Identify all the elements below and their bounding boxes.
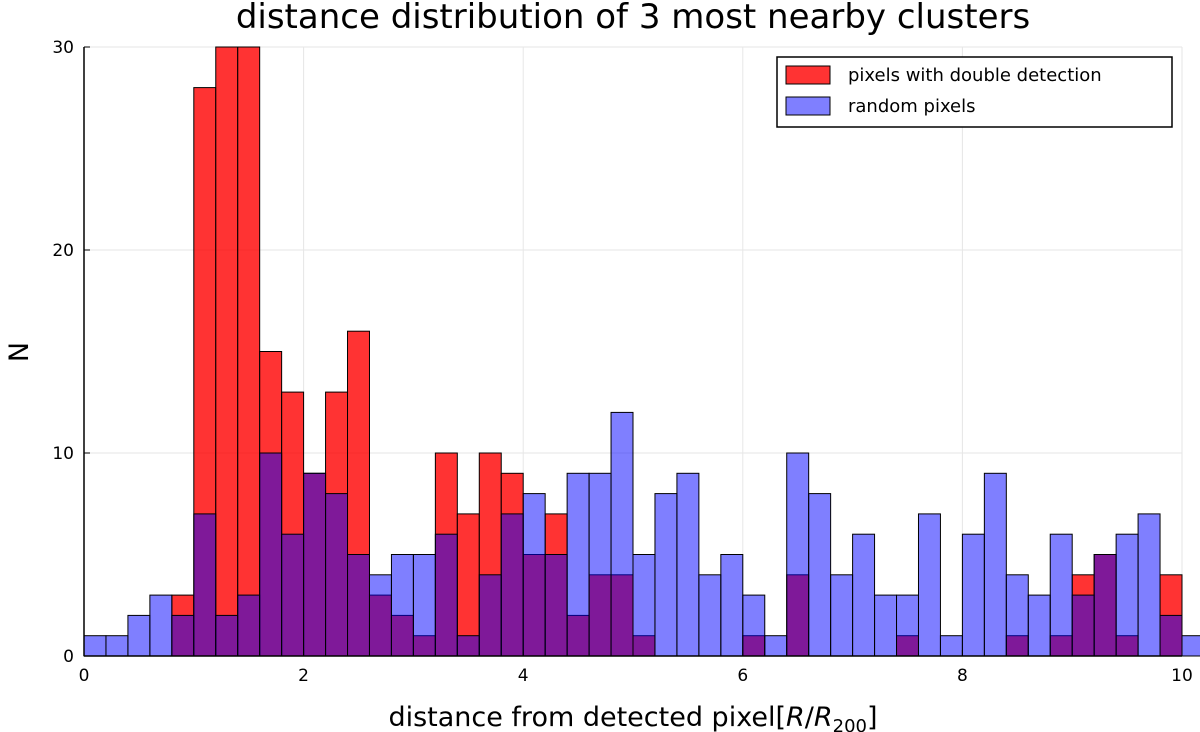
- legend-swatch-double-detection: [785, 65, 831, 85]
- bar-double-detection: [215, 46, 239, 657]
- x-axis-label-r200: R: [814, 702, 833, 732]
- bar-random: [171, 614, 195, 657]
- x-axis-label-bracket-close: ]: [867, 702, 878, 732]
- bar-random: [1093, 554, 1117, 657]
- bar-random: [127, 614, 151, 657]
- bar-random: [259, 452, 283, 657]
- bar-random: [368, 574, 392, 657]
- bar-random: [478, 574, 502, 657]
- chart-title: distance distribution of 3 most nearby c…: [236, 0, 1030, 37]
- tick-marks: [83, 46, 1183, 657]
- x-tick-label: 10: [1171, 666, 1193, 686]
- bar-random: [347, 554, 370, 657]
- bar-random: [1049, 533, 1073, 657]
- y-tick-label: 20: [52, 241, 74, 261]
- x-axis-label-r: R: [786, 702, 805, 732]
- bar-double-detection: [237, 46, 261, 657]
- bar-random: [720, 554, 744, 657]
- bar-random: [939, 635, 963, 657]
- bar-random: [896, 594, 919, 657]
- bar-random: [412, 554, 436, 657]
- x-tick-label: 0: [79, 666, 90, 686]
- bar-random: [610, 411, 634, 657]
- legend-label-random: random pixels: [848, 96, 976, 117]
- bar-random: [1115, 533, 1139, 657]
- bar-random: [105, 635, 129, 657]
- bar-random: [786, 452, 810, 657]
- y-tick-label: 30: [52, 38, 74, 58]
- bar-random: [500, 513, 524, 657]
- bar-random: [434, 533, 458, 657]
- bar-random: [983, 472, 1007, 657]
- bar-random: [325, 493, 349, 657]
- bar-random: [742, 594, 766, 657]
- x-axis-label-slash: /: [805, 702, 815, 732]
- legend-swatch-random: [785, 96, 831, 116]
- y-tick-label: 0: [63, 647, 74, 667]
- bar-random: [522, 493, 546, 657]
- bar-random: [1071, 594, 1095, 657]
- x-axis-label-subscript: 200: [833, 716, 867, 732]
- y-axis-label: N: [4, 342, 35, 362]
- bar-random: [1159, 614, 1183, 657]
- x-tick-label: 8: [957, 666, 968, 686]
- bar-random: [1181, 635, 1200, 657]
- bar-random: [1137, 513, 1161, 657]
- bar-random: [917, 513, 941, 657]
- bar-random: [808, 493, 832, 657]
- bar-random: [830, 574, 854, 657]
- bar-random: [566, 472, 590, 657]
- bar-random: [193, 513, 217, 657]
- bar-random: [764, 635, 788, 657]
- bar-random: [281, 533, 305, 657]
- bar-random: [852, 533, 876, 657]
- bar-random: [1027, 594, 1051, 657]
- bar-random: [698, 574, 722, 657]
- bar-random: [83, 635, 107, 657]
- x-axis-label: distance from detected pixel[R/R200]: [388, 702, 877, 732]
- x-tick-label: 4: [518, 666, 529, 686]
- axes: [83, 47, 1182, 657]
- bar-random: [588, 472, 612, 657]
- bar-random: [215, 614, 239, 657]
- bar-random: [544, 554, 568, 657]
- x-axis-label-text: distance from detected pixel: [388, 702, 775, 732]
- bar-random: [1005, 574, 1029, 657]
- tick-labels: 0 2 4 6 8 10 0 10 20 30: [52, 38, 1192, 686]
- legend-label-double-detection: pixels with double detection: [848, 65, 1102, 86]
- legend-box: [776, 56, 1173, 128]
- bar-random: [874, 594, 898, 657]
- bar-random: [654, 493, 678, 657]
- bar-random: [632, 554, 656, 657]
- legend: pixels with double detection random pixe…: [776, 56, 1173, 128]
- bar-random: [390, 554, 414, 657]
- x-tick-label: 2: [298, 666, 309, 686]
- x-tick-label: 6: [737, 666, 748, 686]
- bar-random: [237, 594, 261, 657]
- bar-random: [961, 533, 985, 657]
- y-tick-label: 10: [52, 444, 74, 464]
- bar-random: [456, 635, 480, 657]
- bar-random: [676, 472, 700, 657]
- bar-double-detection: [456, 513, 480, 657]
- bar-random: [303, 472, 327, 657]
- bar-random: [149, 594, 173, 657]
- x-axis-label-bracket-open: [: [775, 702, 786, 732]
